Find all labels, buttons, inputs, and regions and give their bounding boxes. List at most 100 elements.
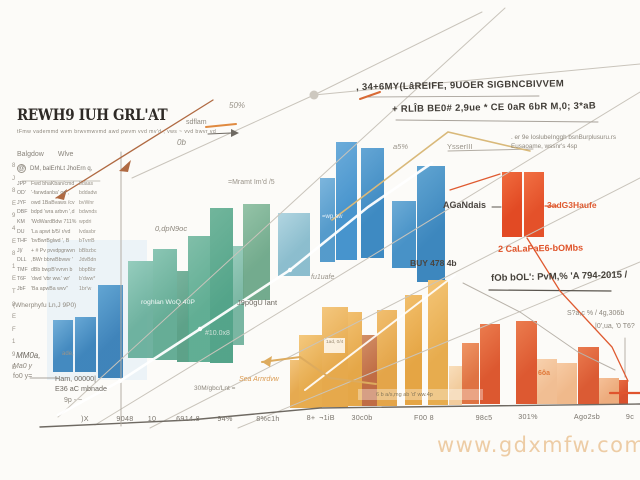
left-note-1: Ham, 00000| [55, 374, 97, 383]
bar [98, 285, 123, 378]
table-cell: ,BWr bbrwBbvwv ' [31, 257, 73, 264]
trend-line [55, 99, 214, 199]
bar [557, 363, 577, 404]
arrowhead-icon [119, 160, 131, 172]
y-axis-tick: 8 [12, 188, 16, 195]
x-axis-label: 9048 [116, 414, 134, 423]
bar [348, 312, 362, 406]
table-cell: 'La apwt b/5/ r/vd [31, 228, 71, 235]
left-script-fo0: fo0 y= [13, 373, 33, 380]
marker-dot [309, 90, 319, 100]
bar [243, 204, 270, 300]
table-row: J|/ + # Pv pvvdpgrwvn bBbzbc [17, 246, 109, 256]
table-row: DLL ,BWr bbrwBbvwv ' JdvBdn [17, 255, 109, 265]
y-axis-tick: 8 [12, 251, 16, 258]
bar [233, 246, 244, 345]
trend-line [57, 7, 506, 418]
trend-line [131, 11, 483, 179]
arrowhead-icon [262, 356, 272, 367]
table-cell: wpdri [79, 218, 92, 225]
bottom-gray-label: 30M/gbc/Lnt = [194, 385, 236, 392]
y-axis-tick: 8 [12, 163, 16, 169]
highlight-band [358, 389, 483, 400]
y-axis-tick: E [12, 314, 17, 321]
table-row: THF'bvBwrBglwd ', B bTvrrB [17, 236, 109, 246]
x-axis-label: ¬1iB [319, 413, 335, 422]
arrowhead-icon [56, 189, 67, 200]
y-axis-tick: E [12, 238, 17, 245]
table-cell: '-farwdanba' od , [31, 190, 70, 197]
teal-light-label: #10.0x8 [205, 330, 230, 337]
table-row: JbF 'Ba apwBa wvv'' 1br'w [17, 284, 109, 294]
chart-subtitle: tFmw vademmd wvm brwvmwvmd awd pwvm vvd … [17, 129, 217, 135]
struck-label: YsserIII [447, 142, 473, 151]
table-cell: bBbzbc [79, 247, 97, 254]
marker-dot [117, 378, 123, 384]
gold-bar-label: BUY 478 4b [410, 258, 457, 268]
y-axis-tick: E [12, 276, 17, 283]
bar [462, 343, 479, 404]
x-axis-label: )X [81, 414, 89, 423]
table-cell: bbpBbr [79, 266, 96, 273]
table-footnote: (Wherphyfu Ln,J 9P0) [13, 302, 77, 309]
bar [210, 208, 233, 363]
bar [480, 324, 500, 404]
table-row: KM 'WdWardBdw 711% wpdri [17, 217, 109, 227]
trend-line [488, 289, 612, 292]
legend-header-col1: Balgdow [17, 151, 44, 158]
x-axis-label: 10 [147, 414, 157, 423]
headline-annotation-2: + RLÎB BE0# 2,9ue * CE 0aR 6bR M,0; 3*aB [391, 100, 597, 115]
on-bar-white-text: roghlan WoQ 40P [141, 299, 195, 306]
bar [377, 310, 397, 406]
table-row: DBF bdpd 'wra arbvn ',d bdwnds [17, 208, 109, 218]
table-cell: 'dwd 'vbr ww.' wr' [31, 276, 71, 283]
table-cell: owd 1BaBvaws /cv [31, 199, 75, 206]
x-axis-label: F00 8 [414, 413, 434, 422]
trend-line [447, 148, 534, 152]
y-axis-tick: 1 [12, 263, 16, 270]
trend-line [449, 173, 501, 191]
table-cell: 'Ba apwBa wvv'' [31, 285, 68, 292]
trend-line [149, 177, 640, 429]
trend-line [331, 131, 531, 221]
legend-header-col2: Wlve [57, 151, 74, 158]
red-bars-right-label: 3adG3Haufe [547, 200, 597, 210]
left-script-mm: MM0a, [16, 351, 41, 360]
y-axis-tick: 9 [12, 352, 16, 358]
x-axis-label: 94% [217, 414, 233, 423]
left-note-2: E36 aC mbnade [55, 384, 107, 393]
table-cell: THF [17, 238, 28, 245]
x-axis-label: 98c5 [475, 413, 493, 422]
bar [188, 236, 210, 362]
left-note-3: 9p - ~ [64, 397, 83, 404]
x-axis-label: 30c0b [351, 413, 373, 422]
bar [537, 359, 557, 404]
orange-tiny-label: 6ôa [538, 370, 551, 377]
trend-line [462, 282, 616, 371]
right-small-2: |0',ua, '0 T6? [595, 323, 635, 330]
bar [336, 142, 357, 260]
bar [320, 178, 335, 262]
bar [128, 261, 153, 358]
table-cell: JYF [17, 199, 27, 206]
y-axis-tick: E [12, 200, 17, 207]
x-axis-label: 8+ [306, 413, 316, 422]
legend-lead-text: DM, balErhLt JhoErn q, [30, 165, 93, 172]
right-heading: fOb bOL': PvM,% 'A 794-2015 / [490, 269, 628, 284]
bar [290, 360, 303, 408]
bar [599, 378, 619, 404]
table-cell: DBF [17, 209, 28, 216]
bar [578, 347, 599, 404]
table-row: DU 'La apwt b/5/ r/vd lvdasbr [17, 227, 109, 237]
y-axis-tick: T [12, 289, 16, 295]
x-axis-label: 301% [518, 412, 538, 421]
bar [405, 295, 422, 405]
trend-line [395, 119, 599, 123]
bar [619, 380, 628, 404]
table-cell: JbF [17, 285, 26, 292]
trend-line [94, 91, 640, 426]
percent-callout-mid: a5% [393, 142, 409, 151]
